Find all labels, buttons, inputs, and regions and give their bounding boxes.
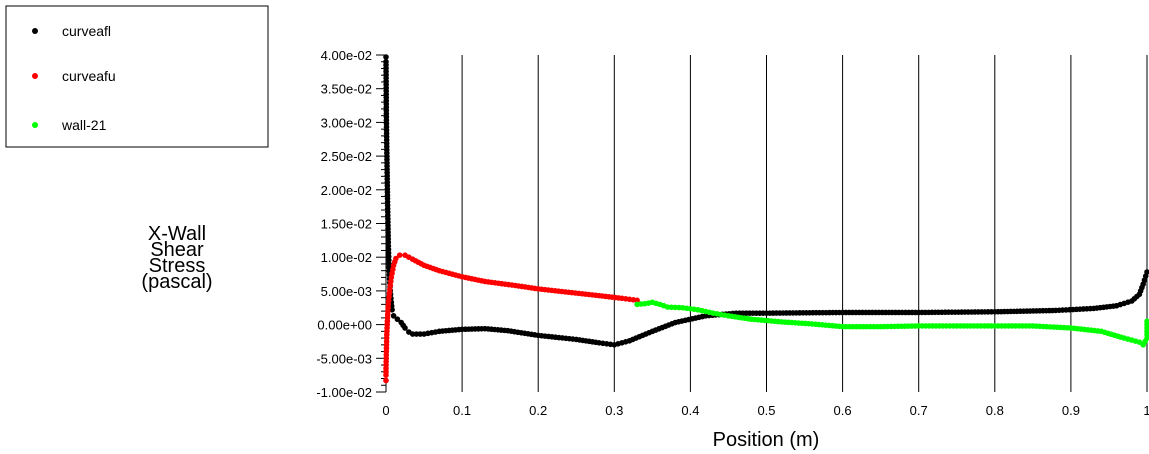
data-point xyxy=(402,325,408,331)
x-tick-label: 0.7 xyxy=(910,403,928,418)
x-tick-label: 0.3 xyxy=(605,403,623,418)
legend-marker-curveafl xyxy=(32,28,38,34)
data-point xyxy=(1144,269,1149,275)
legend-label-wall-21: wall-21 xyxy=(61,117,107,133)
y-tick-labels: -1.00e-02 -5.00e-03 0.00e+00 5.00e-03 1.00e-… xyxy=(316,48,372,400)
legend-label-curveafl: curveafl xyxy=(62,23,111,39)
y-axis-title-line: Stress xyxy=(149,255,206,277)
grid-lines xyxy=(461,55,1148,392)
legend: curveafl curveafu wall-21 xyxy=(5,5,269,148)
y-tick-label: 1.50e-02 xyxy=(321,217,372,232)
legend-box xyxy=(5,5,269,148)
x-tick-label: 0.6 xyxy=(834,403,852,418)
data-point xyxy=(394,316,401,323)
x-tick-label: 0.4 xyxy=(681,403,699,418)
series-wall-21 xyxy=(634,299,1149,348)
x-tick-label: 0 xyxy=(382,403,389,418)
y-axis-title-line: (pascal) xyxy=(141,271,212,293)
y-tick-label: 0.00e+00 xyxy=(317,318,372,333)
x-tick-labels: 0 0.1 0.2 0.3 0.4 0.5 0.6 0.7 0.8 0.9 1 xyxy=(382,403,1149,418)
data-series xyxy=(383,54,1149,384)
y-axis-title-line: Shear xyxy=(150,239,204,261)
data-point xyxy=(383,54,389,60)
y-tick-label: 4.00e-02 xyxy=(321,48,372,63)
y-tick-label: 2.00e-02 xyxy=(321,183,372,198)
y-axis-title: X-Wall Shear Stress (pascal) xyxy=(141,223,212,293)
legend-marker-wall-21 xyxy=(32,122,38,128)
y-tick-label: 3.00e-02 xyxy=(321,115,372,130)
x-axis-title: Position (m) xyxy=(713,429,820,451)
y-tick-label: 2.50e-02 xyxy=(321,149,372,164)
x-tick-label: 1 xyxy=(1143,403,1149,418)
x-tick-label: 0.1 xyxy=(453,403,471,418)
data-point xyxy=(634,297,640,304)
x-tick-label: 0.2 xyxy=(529,403,547,418)
series-curveafu xyxy=(383,252,640,384)
x-tick-label: 0.9 xyxy=(1062,403,1080,418)
y-tick-label: 1.00e-02 xyxy=(321,250,372,265)
x-tick-label: 0.8 xyxy=(986,403,1004,418)
y-tick-label: -1.00e-02 xyxy=(316,385,372,400)
data-point xyxy=(393,255,399,262)
y-tick-label: 5.00e-03 xyxy=(321,284,372,299)
data-point xyxy=(390,313,397,319)
y-axis-title-line: X-Wall xyxy=(148,223,206,245)
y-tick-label: -5.00e-03 xyxy=(316,351,372,366)
data-point xyxy=(383,377,389,384)
data-point xyxy=(396,252,403,258)
legend-label-curveafu: curveafu xyxy=(62,68,116,84)
data-point xyxy=(1144,318,1149,325)
x-tick-label: 0.5 xyxy=(757,403,775,418)
legend-marker-curveafu xyxy=(32,73,38,79)
y-tick-label: 3.50e-02 xyxy=(321,82,372,97)
